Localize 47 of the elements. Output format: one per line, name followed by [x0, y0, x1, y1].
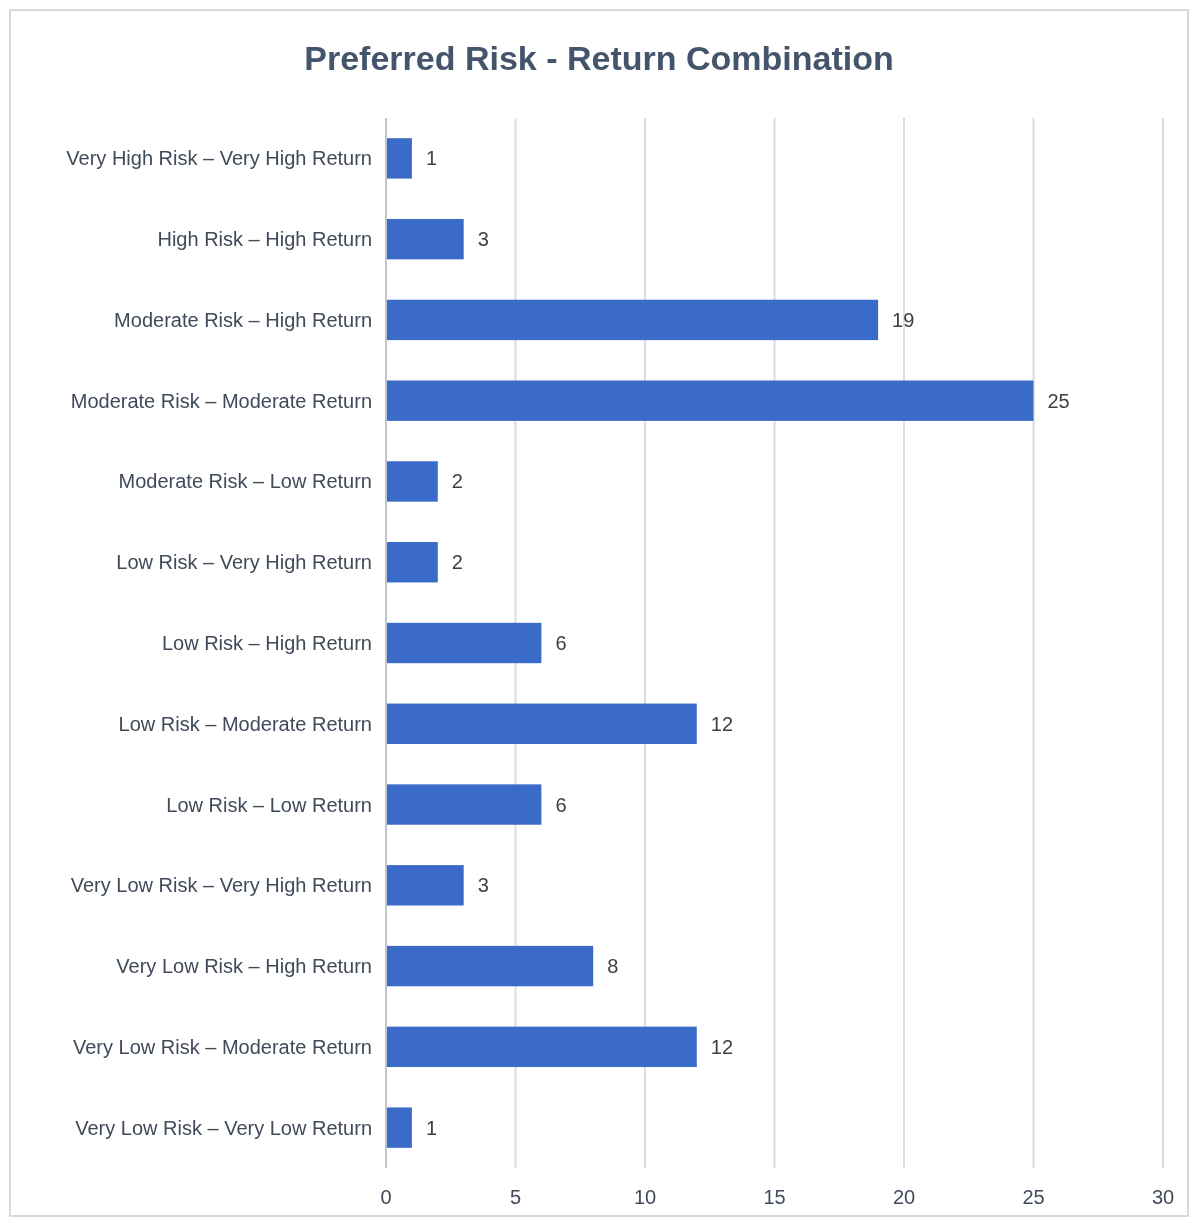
chart-title: Preferred Risk - Return Combination — [304, 39, 894, 77]
y-tick-label: Moderate Risk – High Return — [114, 308, 372, 331]
y-tick-label: Very Low Risk – Very Low Return — [75, 1116, 372, 1139]
y-tick-label: Moderate Risk – Low Return — [118, 470, 372, 493]
y-tick-label: Low Risk – Very High Return — [116, 551, 372, 574]
y-tick-label: Very Low Risk – High Return — [116, 955, 372, 978]
bar — [386, 703, 697, 744]
y-tick-label: Very Low Risk – Very High Return — [70, 874, 372, 897]
bar — [386, 542, 438, 583]
y-tick-label: Very High Risk – Very High Return — [66, 147, 372, 170]
data-label: 19 — [892, 308, 915, 331]
bar — [386, 1107, 412, 1148]
bar — [386, 865, 464, 906]
data-label: 12 — [710, 1035, 734, 1058]
data-label: 25 — [1047, 389, 1070, 412]
x-tick-label: 5 — [509, 1186, 522, 1208]
bar — [386, 784, 542, 825]
x-tick-label: 15 — [763, 1186, 786, 1208]
x-tick-label: 20 — [892, 1186, 916, 1208]
bar — [386, 1026, 697, 1068]
y-tick-label: High Risk – High Return — [157, 228, 372, 251]
x-tick-label: 0 — [380, 1186, 392, 1208]
bar — [386, 622, 542, 664]
data-label: 6 — [555, 793, 567, 816]
bar — [386, 380, 1034, 421]
data-label: 1 — [425, 147, 438, 170]
bar — [386, 461, 438, 502]
bar — [386, 218, 464, 260]
data-label: 3 — [477, 874, 489, 897]
data-label: 6 — [555, 632, 567, 654]
data-label: 3 — [477, 228, 489, 251]
data-label: 8 — [607, 955, 619, 978]
y-tick-label: Very Low Risk – Moderate Return — [72, 1035, 372, 1058]
bar — [386, 138, 412, 179]
x-tick-label: 30 — [1151, 1186, 1175, 1208]
bar — [386, 299, 879, 341]
y-tick-label: Low Risk – Moderate Return — [118, 712, 372, 735]
y-tick-label: Moderate Risk – Moderate Return — [70, 389, 372, 412]
y-tick-label: Low Risk – Low Return — [166, 793, 372, 816]
data-label: 2 — [451, 470, 463, 493]
data-label: 1 — [425, 1116, 438, 1139]
data-label: 12 — [710, 712, 734, 735]
data-label: 2 — [451, 551, 463, 574]
y-tick-label: Low Risk – High Return — [161, 632, 372, 654]
x-tick-label: 10 — [633, 1186, 657, 1208]
bar — [386, 945, 594, 987]
x-tick-label: 25 — [1022, 1186, 1045, 1208]
